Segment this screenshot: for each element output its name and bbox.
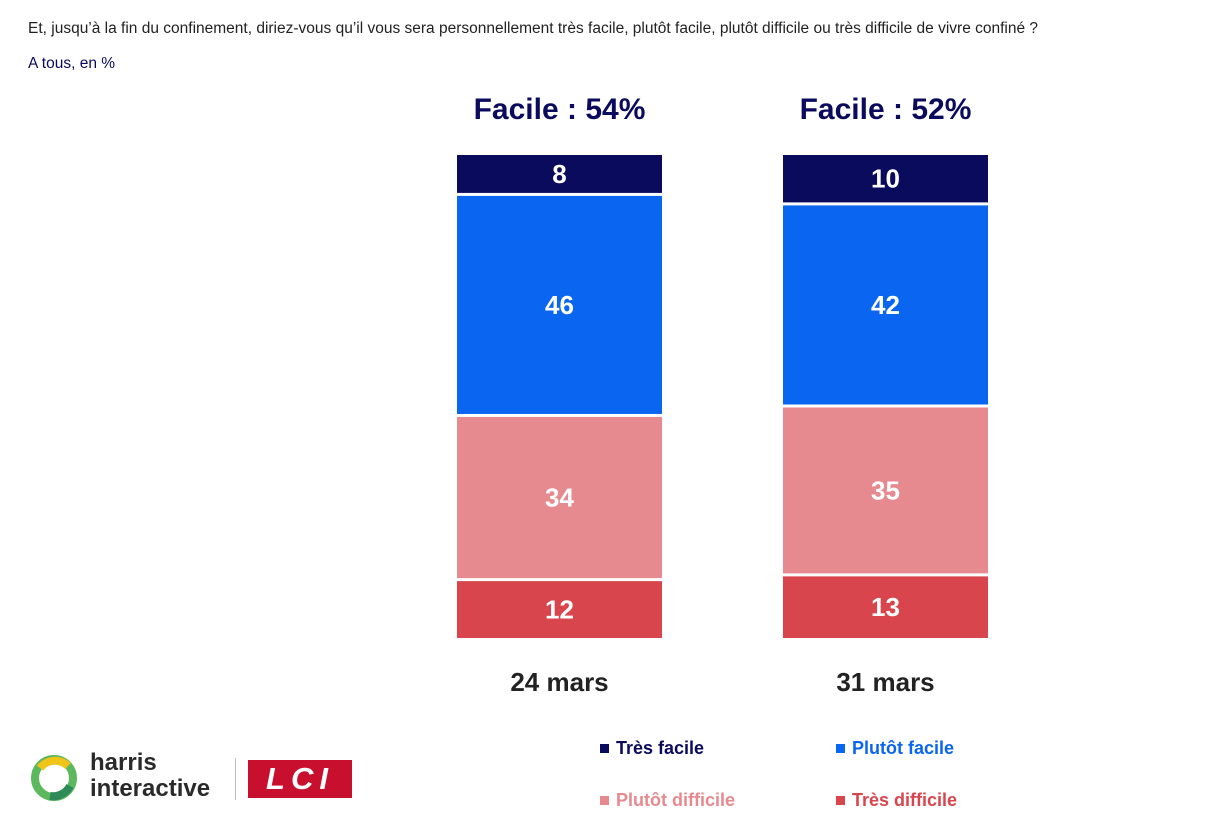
data-label-tres-difficile-31-mars: 13 <box>871 592 900 622</box>
data-label-tres-facile-24-mars: 8 <box>552 159 566 189</box>
logo-divider <box>235 758 236 800</box>
data-label-plutot-difficile-31-mars: 35 <box>871 475 900 505</box>
legend-label-plutot-facile: Plutôt facile <box>852 738 955 758</box>
legend-label-plutot-difficile: Plutôt difficile <box>616 790 735 810</box>
data-label-plutot-facile-24-mars: 46 <box>545 290 574 320</box>
bar-segment-tres-difficile-24-mars <box>457 581 662 638</box>
survey-question: Et, jusqu’à la fin du confinement, dirie… <box>28 20 1039 37</box>
lci-logo-text: LCI <box>266 761 334 796</box>
data-label-plutot-facile-31-mars: 42 <box>871 290 900 320</box>
group-title-31-mars: Facile : 52% <box>800 93 972 126</box>
legend-swatch-plutot-difficile <box>600 796 609 805</box>
bar-segment-plutot-difficile-31-mars <box>783 407 988 574</box>
lci-logo: LCI <box>248 760 352 798</box>
bar-segment-tres-facile-24-mars <box>457 155 662 193</box>
harris-wordmark-line1: harris <box>90 749 157 776</box>
x-tick-label-24-mars: 24 mars <box>510 667 608 697</box>
bar-segment-plutot-facile-31-mars <box>783 205 988 405</box>
bar-segment-tres-facile-31-mars <box>783 155 988 203</box>
legend-item-tres-difficile: Très difficile <box>836 790 957 811</box>
survey-base: A tous, en % <box>28 55 116 72</box>
harris-interactive-logo-icon <box>31 755 77 801</box>
x-tick-label-31-mars: 31 mars <box>836 667 934 697</box>
legend-item-tres-facile: Très facile <box>600 738 704 759</box>
legend-swatch-tres-difficile <box>836 796 845 805</box>
legend-item-plutot-facile: Plutôt facile <box>836 738 954 759</box>
group-title-24-mars: Facile : 54% <box>474 93 646 126</box>
chart-legend: Très facile Plutôt facile Plutôt diffici… <box>600 738 1020 818</box>
harris-interactive-wordmark: harris interactive <box>90 750 210 802</box>
legend-label-tres-difficile: Très difficile <box>852 790 958 810</box>
data-label-tres-facile-31-mars: 10 <box>871 164 900 194</box>
data-label-plutot-difficile-24-mars: 34 <box>545 483 574 513</box>
legend-swatch-plutot-facile <box>836 744 845 753</box>
footer-logos: harris interactive LCI <box>28 748 368 808</box>
legend-item-plutot-difficile: Plutôt difficile <box>600 790 735 811</box>
stacked-bar-chart: 12 34 46 8 Facile : 54% 24 mars 13 35 42 10 Facile… <box>457 93 988 697</box>
bar-segment-tres-difficile-31-mars <box>783 576 988 638</box>
legend-label-tres-facile: Très facile <box>616 738 705 758</box>
harris-wordmark-line2: interactive <box>90 775 211 802</box>
legend-swatch-tres-facile <box>600 744 609 753</box>
bar-segment-plutot-difficile-24-mars <box>457 416 662 579</box>
data-label-tres-difficile-24-mars: 12 <box>545 595 574 625</box>
bar-segment-plutot-facile-24-mars <box>457 195 662 414</box>
